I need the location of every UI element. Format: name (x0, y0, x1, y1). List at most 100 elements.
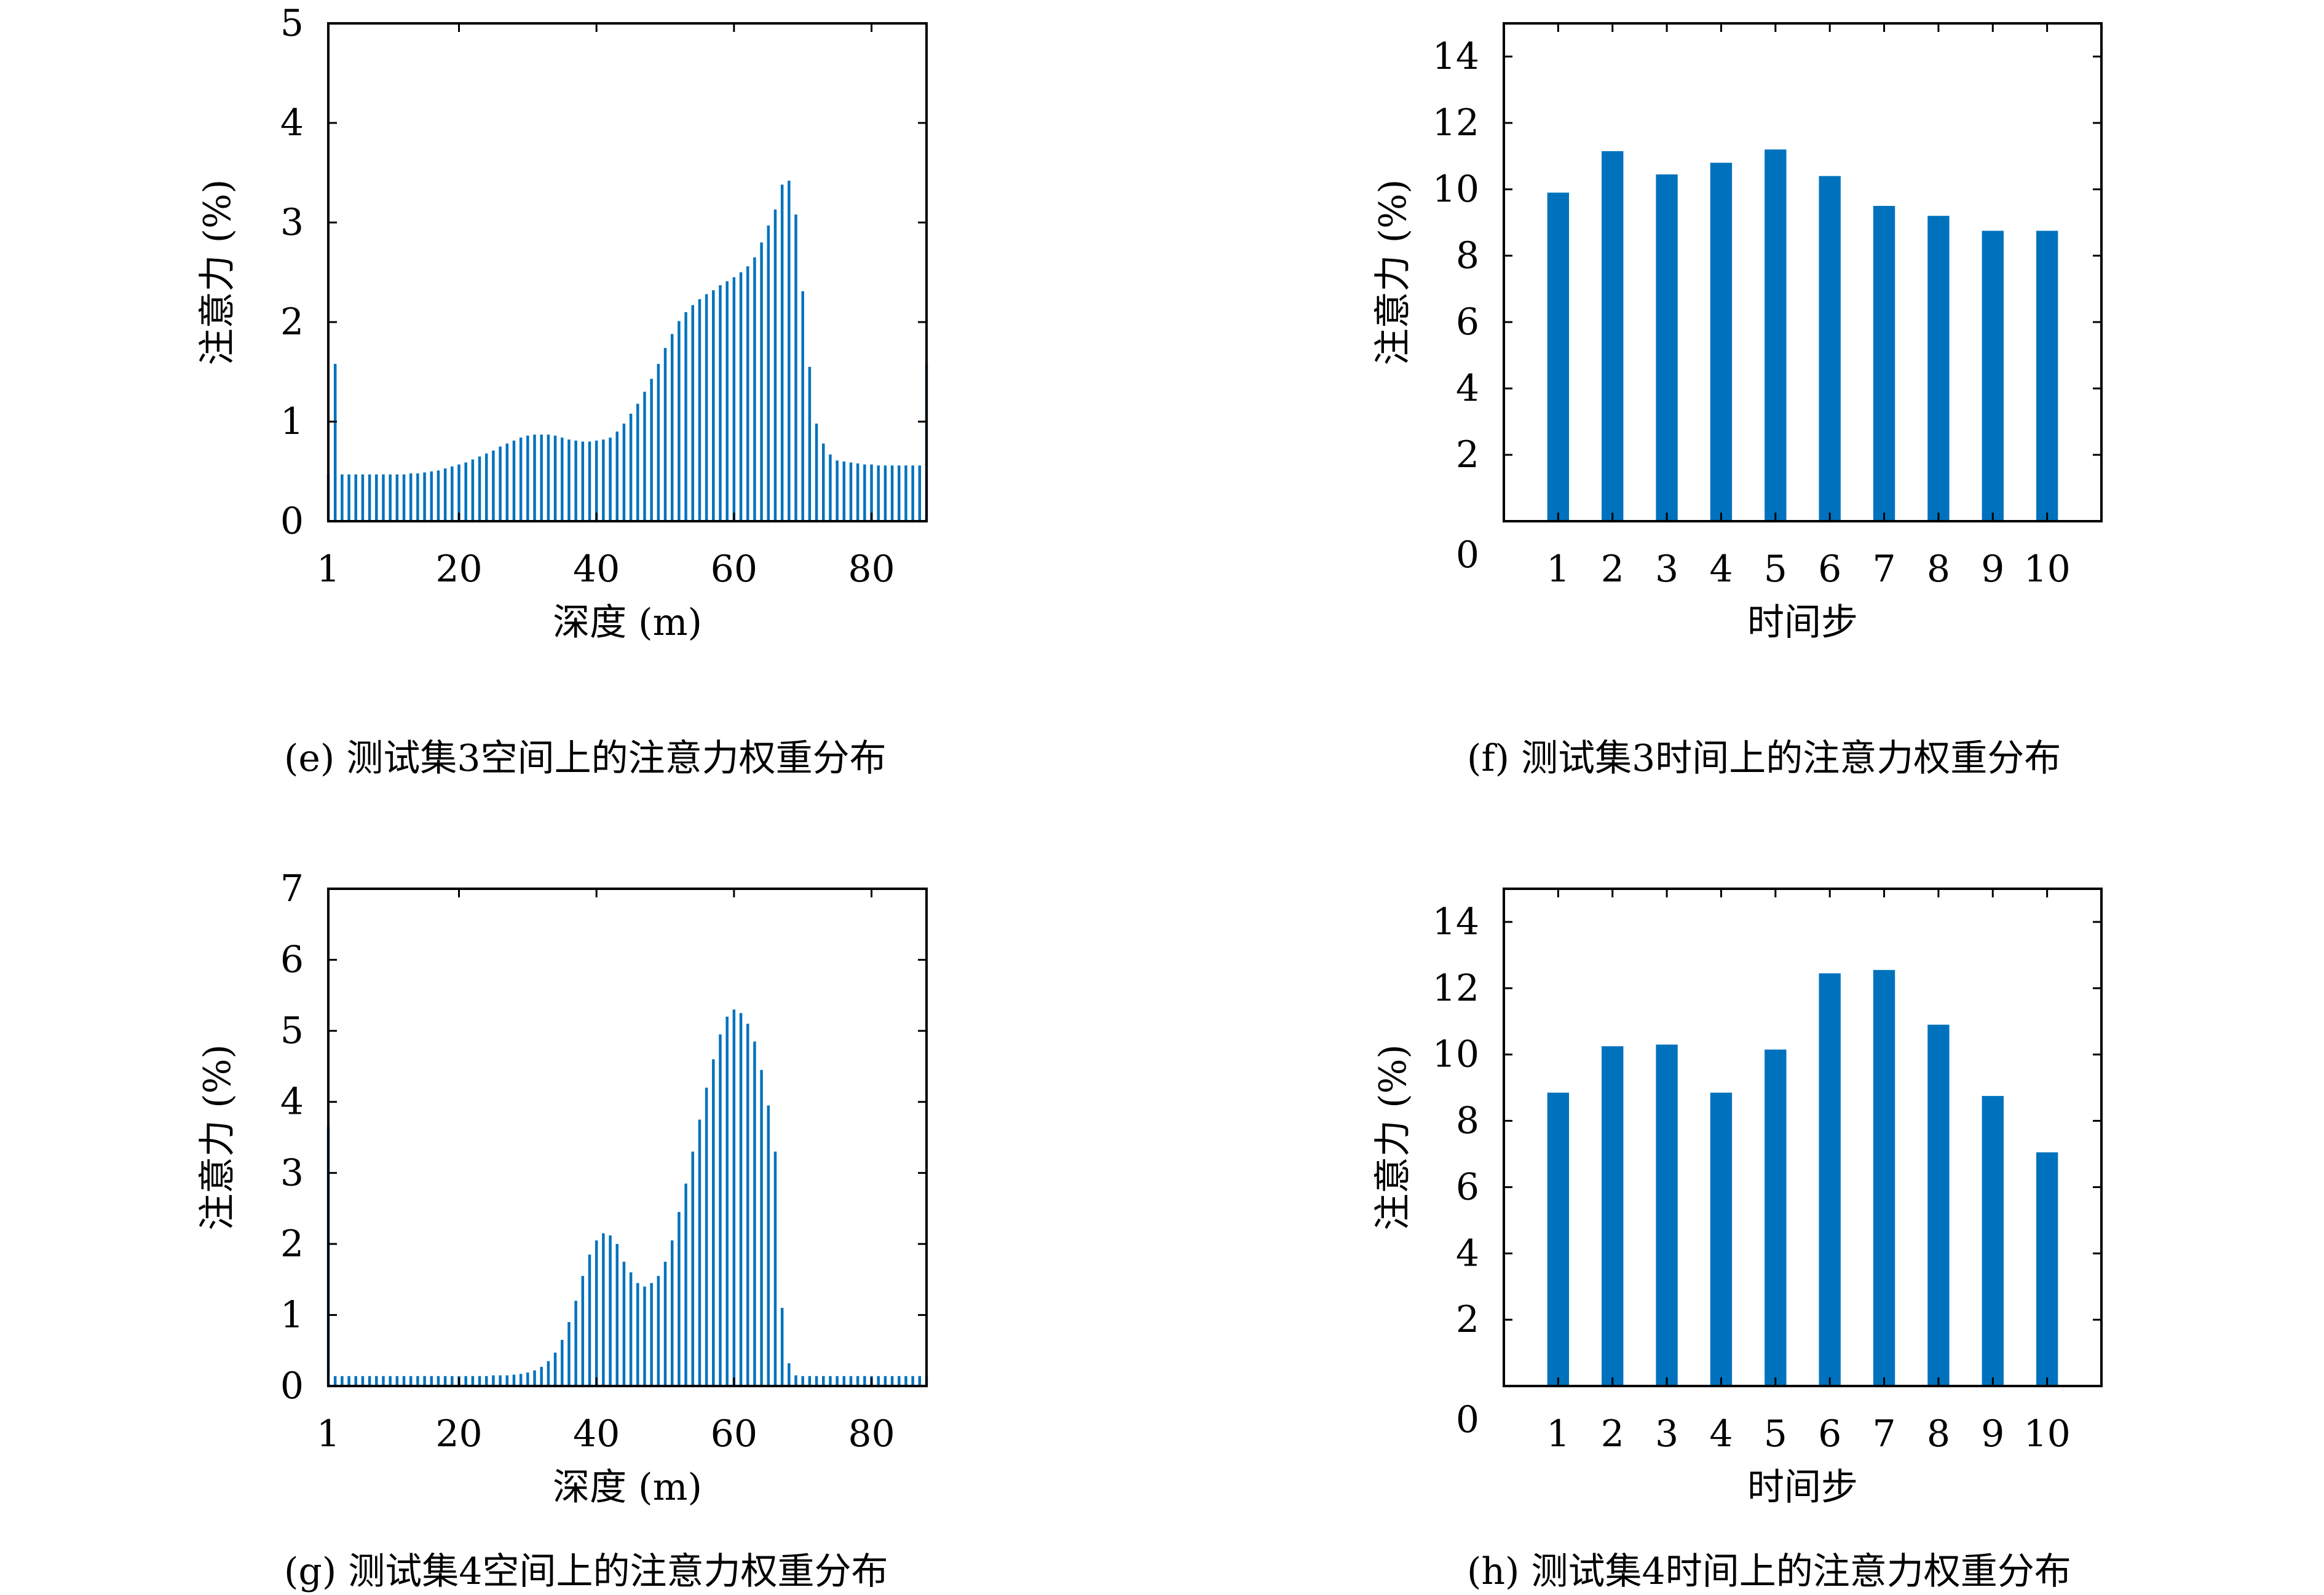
x-tick-label-e-1: 1 (317, 548, 340, 591)
bar-g-46 (636, 1283, 639, 1386)
bar-h-2 (1602, 1046, 1624, 1386)
bar-f-2 (1602, 151, 1624, 521)
y-tick-label-h-4: 4 (1456, 1232, 1479, 1275)
bar-g-64 (760, 1069, 763, 1386)
bar-h-7 (1873, 970, 1895, 1386)
bar-g-16 (430, 1376, 433, 1386)
x-tick-label-f-5: 5 (1764, 548, 1787, 591)
bar-g-77 (849, 1376, 853, 1386)
bars-f (1547, 149, 2058, 521)
bar-g-19 (451, 1376, 454, 1386)
bar-g-70 (801, 1376, 804, 1386)
bar-g-68 (788, 1363, 791, 1386)
bar-g-12 (402, 1376, 406, 1386)
x-tick-label-h-2: 2 (1601, 1412, 1624, 1455)
bar-f-9 (1982, 230, 2004, 521)
x-axis-title-e: 深度 (m) (553, 601, 702, 644)
bar-e-21 (464, 462, 467, 521)
bar-e-40 (595, 440, 598, 521)
bar-f-1 (1547, 192, 1570, 521)
y-tick-label-f-4: 4 (1456, 367, 1479, 410)
chart-panel-e: 1 20 40 60 80 0 1 2 3 4 5 深度 (m) 注意力 (%) (e) 测试集3空间上… (0, 0, 1162, 787)
bar-g-50 (663, 1261, 667, 1386)
caption-h: (h) 测试集4时间上的注意力权重分布 (1467, 1550, 2071, 1593)
bar-h-6 (1819, 973, 1841, 1386)
bar-g-17 (437, 1376, 440, 1386)
bar-e-76 (842, 461, 846, 521)
bar-e-67 (780, 184, 784, 521)
bar-e-19 (451, 466, 454, 521)
x-tick-label-h-3: 3 (1655, 1412, 1678, 1455)
bar-e-64 (760, 242, 763, 521)
x-tick-label-f-1: 1 (1546, 548, 1570, 591)
y-tick-label-g-3: 3 (280, 1151, 304, 1194)
x-tick-label-h-10: 10 (2023, 1412, 2070, 1455)
bar-g-52 (678, 1211, 681, 1386)
bar-g-28 (512, 1374, 516, 1386)
bar-g-61 (739, 1013, 743, 1386)
x-tick-label-g-80: 80 (848, 1412, 895, 1455)
bar-g-27 (505, 1375, 509, 1386)
y-tick-label-e-5: 5 (280, 2, 304, 45)
y-tick-label-h-10: 10 (1433, 1033, 1479, 1076)
bar-g-85 (904, 1376, 907, 1386)
x-tick-label-f-3: 3 (1655, 548, 1678, 591)
bar-g-18 (443, 1376, 447, 1386)
bar-e-29 (519, 437, 523, 521)
bar-e-38 (581, 441, 585, 521)
bar-h-1 (1547, 1092, 1570, 1386)
bar-g-86 (911, 1376, 914, 1386)
bar-g-60 (732, 1009, 736, 1386)
bars-e (326, 180, 928, 522)
bar-g-34 (553, 1352, 557, 1386)
bar-g-43 (615, 1243, 619, 1386)
bar-g-71 (808, 1376, 812, 1386)
bar-e-82 (883, 465, 887, 521)
bar-e-60 (732, 277, 736, 521)
x-tick-label-h-4: 4 (1709, 1412, 1733, 1455)
x-axis-title-f: 时间步 (1747, 601, 1858, 644)
bar-e-66 (773, 209, 777, 521)
bar-g-83 (890, 1376, 894, 1386)
bar-e-59 (725, 281, 729, 521)
bar-g-74 (829, 1376, 832, 1386)
x-tick-label-g-60: 60 (711, 1412, 757, 1455)
bar-g-25 (492, 1375, 495, 1386)
bar-g-67 (780, 1307, 784, 1386)
x-tick-label-e-80: 80 (848, 548, 895, 591)
y-tick-label-e-3: 3 (280, 201, 304, 244)
bar-e-7 (368, 474, 371, 521)
bar-e-24 (484, 453, 488, 521)
y-tick-label-h-12: 12 (1433, 967, 1479, 1010)
bar-e-43 (615, 431, 619, 521)
bar-e-35 (561, 437, 564, 521)
x-tick-label-e-40: 40 (573, 548, 620, 591)
bar-e-50 (663, 348, 667, 521)
bar-e-44 (622, 423, 626, 521)
bar-g-24 (484, 1376, 488, 1386)
x-tick-label-g-20: 20 (435, 1412, 482, 1455)
x-tick-label-f-2: 2 (1601, 548, 1624, 591)
bar-f-10 (2036, 230, 2058, 521)
bar-e-72 (815, 423, 818, 521)
y-tick-label-h-0: 0 (1456, 1398, 1479, 1441)
bar-g-29 (519, 1374, 523, 1386)
bar-e-58 (719, 285, 722, 521)
x-tick-label-e-60: 60 (711, 548, 757, 591)
bar-g-37 (574, 1301, 577, 1386)
bar-g-4 (347, 1376, 350, 1386)
bar-e-46 (636, 403, 639, 521)
bar-e-9 (382, 474, 385, 521)
bar-e-71 (808, 366, 812, 521)
bar-g-76 (842, 1376, 846, 1386)
bar-e-30 (526, 435, 529, 521)
bar-e-34 (553, 435, 557, 521)
plot-frame-h (1503, 888, 2103, 1387)
y-tick-label-h-6: 6 (1456, 1165, 1479, 1208)
bar-e-55 (698, 299, 702, 521)
bar-e-45 (629, 414, 633, 521)
bar-e-6 (361, 474, 365, 521)
bar-e-28 (512, 440, 516, 521)
